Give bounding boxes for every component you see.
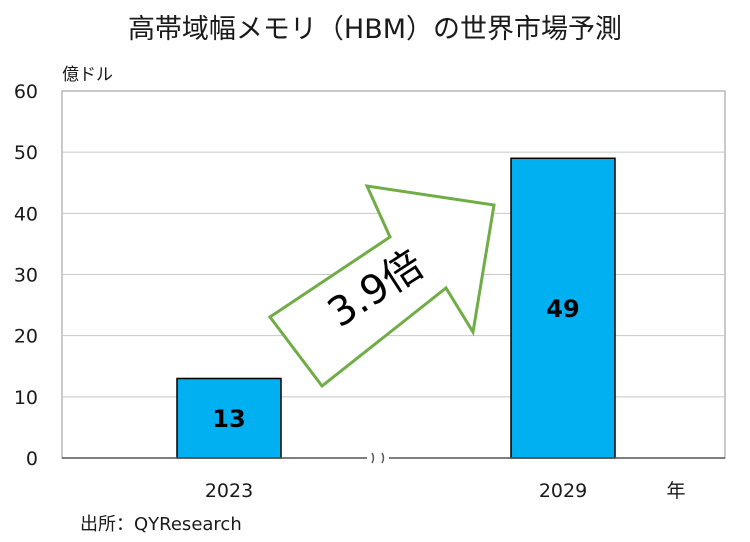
y-tick-labels: 0 10 20 30 40 50 60	[14, 81, 38, 470]
source-note: 出所：QYResearch	[80, 514, 242, 535]
y-tick-label: 0	[26, 448, 38, 470]
data-label: 49	[546, 295, 579, 323]
y-tick-label: 10	[14, 387, 38, 409]
y-tick-label: 20	[14, 326, 38, 348]
bar-2029	[510, 157, 616, 459]
bars: 13 49	[176, 157, 616, 459]
chart-title: 高帯域幅メモリ（HBM）の世界市場予測	[128, 14, 622, 45]
x-axis-unit: 年	[666, 480, 685, 502]
y-tick-label: 40	[14, 203, 38, 225]
y-tick-label: 30	[14, 265, 38, 287]
x-tick-label: 2023	[205, 480, 253, 502]
axis-break-icon	[367, 450, 389, 466]
y-axis-unit: 億ドル	[62, 65, 113, 85]
data-label: 13	[212, 405, 245, 433]
y-tick-label: 60	[14, 81, 38, 103]
y-tick-label: 50	[14, 142, 38, 164]
x-tick-label: 2029	[539, 480, 587, 502]
x-tick-labels: 2023 2029	[205, 480, 587, 502]
